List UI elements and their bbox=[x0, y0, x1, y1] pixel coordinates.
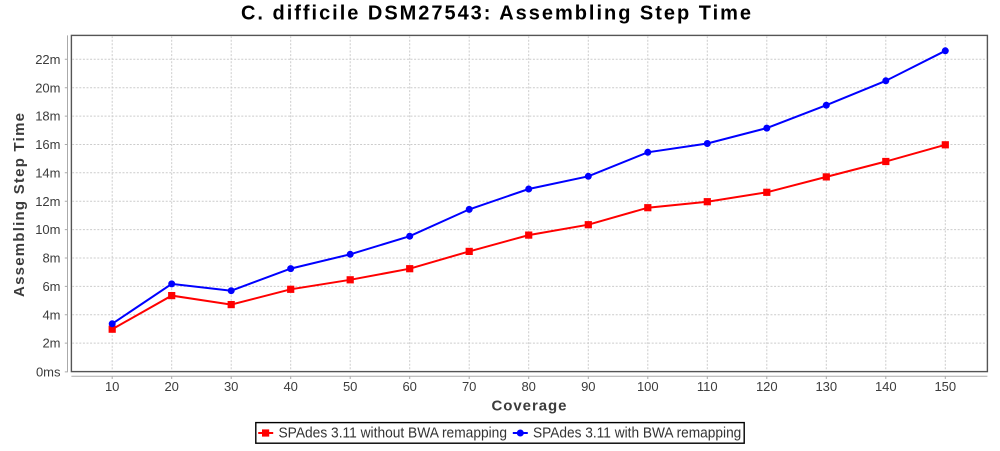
svg-text:12m: 12m bbox=[35, 194, 60, 209]
svg-text:6m: 6m bbox=[42, 279, 60, 294]
svg-text:80: 80 bbox=[521, 379, 535, 394]
svg-text:Assembling Step Time: Assembling Step Time bbox=[11, 113, 28, 297]
svg-text:C. difficile DSM27543: Assembl: C. difficile DSM27543: Assembling Step T… bbox=[241, 3, 751, 25]
svg-text:22m: 22m bbox=[35, 52, 60, 67]
svg-text:130: 130 bbox=[815, 379, 837, 394]
svg-text:110: 110 bbox=[697, 379, 718, 394]
svg-text:18m: 18m bbox=[35, 109, 60, 124]
svg-text:4m: 4m bbox=[42, 307, 60, 322]
svg-text:60: 60 bbox=[402, 379, 416, 394]
svg-text:140: 140 bbox=[875, 379, 897, 394]
svg-text:150: 150 bbox=[934, 379, 956, 394]
svg-text:8m: 8m bbox=[42, 251, 60, 266]
svg-text:0ms: 0ms bbox=[36, 365, 61, 380]
svg-text:70: 70 bbox=[462, 379, 476, 394]
svg-text:SPAdes 3.11 with BWA remapping: SPAdes 3.11 with BWA remapping bbox=[533, 425, 741, 442]
svg-text:SPAdes 3.11 without BWA remapp: SPAdes 3.11 without BWA remapping bbox=[279, 425, 508, 442]
svg-text:20m: 20m bbox=[35, 80, 60, 95]
svg-text:50: 50 bbox=[343, 379, 357, 394]
svg-text:100: 100 bbox=[637, 379, 659, 394]
svg-text:10: 10 bbox=[105, 379, 119, 394]
svg-text:20: 20 bbox=[164, 379, 178, 394]
svg-text:120: 120 bbox=[756, 379, 778, 394]
svg-text:14m: 14m bbox=[35, 165, 60, 180]
svg-text:Coverage: Coverage bbox=[492, 398, 567, 415]
svg-text:90: 90 bbox=[581, 379, 595, 394]
svg-text:2m: 2m bbox=[42, 336, 60, 351]
svg-text:10m: 10m bbox=[35, 222, 60, 237]
svg-text:16m: 16m bbox=[35, 137, 60, 152]
svg-text:30: 30 bbox=[224, 379, 238, 394]
svg-text:40: 40 bbox=[283, 379, 297, 394]
